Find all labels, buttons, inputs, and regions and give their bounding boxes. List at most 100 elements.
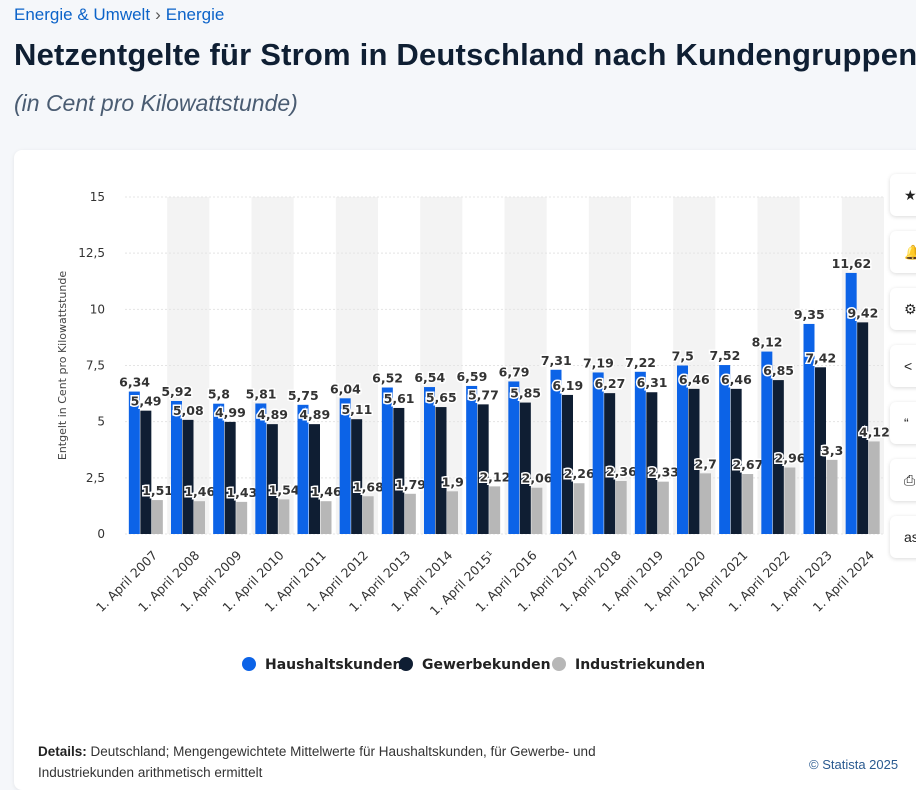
details-label: Details: bbox=[38, 744, 87, 759]
bar-haushaltskunden bbox=[761, 351, 773, 534]
data-label: 5,8 bbox=[208, 387, 230, 402]
data-label: 5,61 bbox=[384, 391, 415, 406]
data-label: 6,04 bbox=[330, 381, 361, 396]
data-label: 7,52 bbox=[709, 348, 740, 363]
gear-icon[interactable]: ⚙ bbox=[890, 288, 916, 330]
data-label: 8,12 bbox=[752, 335, 783, 350]
bar-haushaltskunden bbox=[845, 272, 857, 534]
bar-haushaltskunden bbox=[592, 372, 604, 534]
legend-marker bbox=[242, 657, 256, 671]
data-label: 7,42 bbox=[805, 350, 836, 365]
bar-gewerbekunden bbox=[604, 393, 616, 534]
data-label: 4,99 bbox=[215, 405, 246, 420]
bar-industriekunden bbox=[278, 499, 290, 534]
data-label: 1,68 bbox=[353, 479, 384, 494]
data-label: 6,19 bbox=[552, 378, 583, 393]
copyright-link[interactable]: © Statista 2025 bbox=[809, 757, 899, 772]
y-axis-label: Entgelt in Cent pro Kilowattstunde bbox=[56, 271, 69, 460]
data-label: 4,89 bbox=[257, 407, 288, 422]
bar-haushaltskunden bbox=[255, 403, 267, 534]
bar-haushaltskunden bbox=[466, 385, 478, 534]
data-label: 7,22 bbox=[625, 355, 656, 370]
data-label: 5,85 bbox=[510, 386, 541, 401]
legend-label: Gewerbekunden bbox=[422, 657, 551, 673]
print-icon[interactable]: ⎙ bbox=[890, 459, 916, 501]
y-tick-label: 0 bbox=[97, 527, 105, 541]
legend-label: Haushaltskunden bbox=[265, 657, 402, 673]
star-icon[interactable]: ★ bbox=[890, 174, 916, 216]
bar-industriekunden bbox=[742, 474, 754, 534]
data-label: 9,42 bbox=[847, 305, 878, 320]
bar-industriekunden bbox=[320, 501, 332, 534]
y-tick-label: 7,5 bbox=[86, 359, 105, 373]
page-subtitle: (in Cent pro Kilowattstunde) bbox=[14, 90, 298, 116]
bar-gewerbekunden bbox=[393, 407, 405, 534]
bar-gewerbekunden bbox=[772, 380, 784, 534]
details-text: Deutschland; Mengengewichtete Mittelwert… bbox=[38, 744, 596, 780]
data-label: 2,12 bbox=[479, 469, 510, 484]
data-label: 6,85 bbox=[763, 363, 794, 378]
y-tick-label: 5 bbox=[97, 415, 105, 429]
data-label: 2,06 bbox=[522, 471, 553, 486]
bar-industriekunden bbox=[447, 491, 458, 534]
bar-industriekunden bbox=[700, 473, 711, 534]
bar-industriekunden bbox=[615, 480, 627, 534]
data-label: 1,79 bbox=[395, 477, 426, 492]
data-label: 2,67 bbox=[732, 457, 763, 472]
bar-gewerbekunden bbox=[562, 394, 573, 534]
bar-haushaltskunden bbox=[550, 369, 562, 534]
bar-haushaltskunden bbox=[424, 387, 435, 534]
data-label: 2,26 bbox=[564, 466, 595, 481]
bar-haushaltskunden bbox=[128, 391, 140, 534]
legend-marker bbox=[552, 657, 566, 671]
data-label: 6,54 bbox=[414, 370, 445, 385]
legend-marker bbox=[399, 657, 413, 671]
bar-haushaltskunden bbox=[803, 323, 815, 534]
bar-haushaltskunden bbox=[381, 387, 393, 534]
legend-label: Industriekunden bbox=[575, 657, 705, 673]
bar-haushaltskunden bbox=[213, 403, 225, 534]
bar-chart: 0 2,5 5 7,5 10 12,5 15 Entgelt in Cent pro Kilo… bbox=[56, 190, 891, 673]
data-label: 5,75 bbox=[288, 388, 319, 403]
data-label: 5,11 bbox=[341, 402, 372, 417]
data-label: 1,51 bbox=[142, 483, 173, 498]
data-label: 2,7 bbox=[695, 456, 717, 471]
bar-gewerbekunden bbox=[519, 402, 531, 534]
data-label: 6,27 bbox=[594, 376, 625, 391]
bar-industriekunden bbox=[236, 501, 248, 534]
data-label: 6,34 bbox=[119, 375, 150, 390]
bar-industriekunden bbox=[657, 481, 669, 534]
page-title: Netzentgelte für Strom in Deutschland na… bbox=[14, 37, 916, 72]
breadcrumb-separator: › bbox=[155, 5, 161, 24]
bar-haushaltskunden bbox=[634, 371, 646, 534]
data-label: 7,31 bbox=[541, 353, 572, 368]
xls-icon[interactable]: as bbox=[890, 516, 916, 558]
data-label: 5,49 bbox=[131, 394, 162, 409]
data-label: 6,59 bbox=[456, 369, 487, 384]
data-label: 5,92 bbox=[161, 384, 192, 399]
bar-industriekunden bbox=[573, 483, 585, 534]
bell-icon[interactable]: 🔔 bbox=[890, 231, 916, 273]
breadcrumb-link-energie[interactable]: Energie bbox=[165, 5, 225, 24]
share-icon[interactable]: < bbox=[890, 345, 916, 387]
bar-gewerbekunden bbox=[140, 410, 152, 534]
bar-industriekunden bbox=[489, 486, 501, 534]
bar-gewerbekunden bbox=[730, 388, 742, 534]
data-label: 6,31 bbox=[637, 375, 668, 390]
bar-haushaltskunden bbox=[508, 381, 520, 534]
details-note: Details: Deutschland; Mengengewichtete M… bbox=[38, 741, 648, 783]
data-label: 9,35 bbox=[794, 307, 825, 322]
bar-haushaltskunden bbox=[339, 398, 351, 534]
quote-icon[interactable]: “ bbox=[890, 402, 916, 444]
bar-haushaltskunden bbox=[677, 365, 688, 534]
bar-haushaltskunden bbox=[171, 400, 182, 534]
bar-gewerbekunden bbox=[857, 322, 869, 534]
bar-gewerbekunden bbox=[646, 392, 658, 534]
bar-gewerbekunden bbox=[435, 407, 447, 534]
data-label: 2,36 bbox=[606, 464, 637, 479]
breadcrumb: Energie & Umwelt › Energie bbox=[14, 5, 224, 25]
bar-gewerbekunden bbox=[477, 404, 489, 534]
y-tick-label: 2,5 bbox=[86, 471, 105, 485]
bar-industriekunden bbox=[868, 441, 880, 534]
breadcrumb-link-energie-umwelt[interactable]: Energie & Umwelt bbox=[14, 5, 151, 24]
